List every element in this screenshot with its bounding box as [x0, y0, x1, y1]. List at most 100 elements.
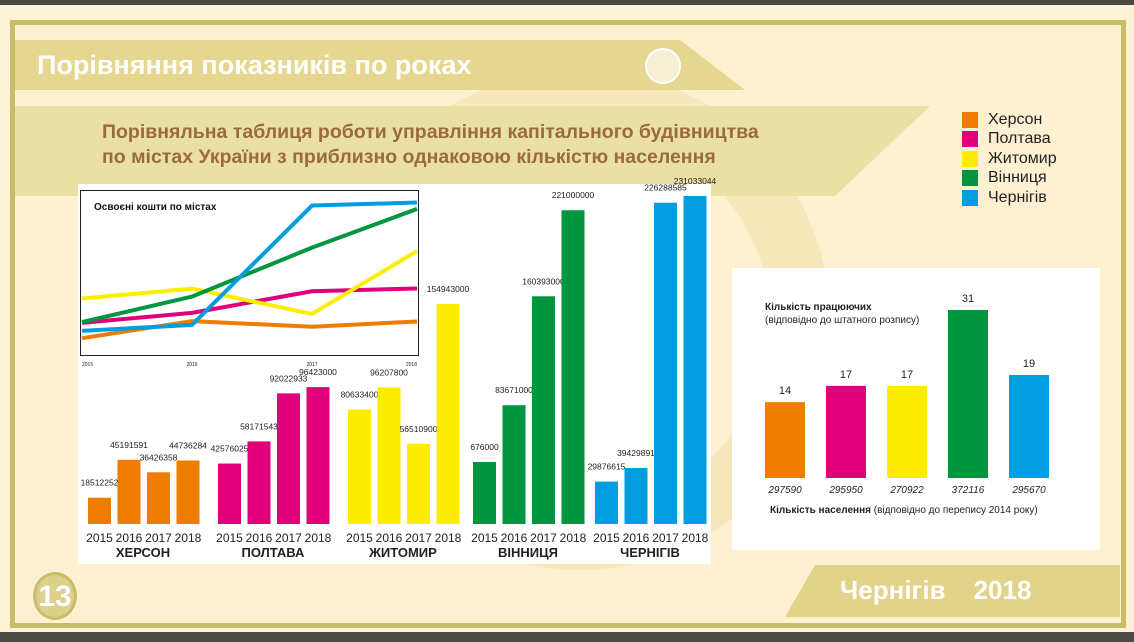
- bar: [348, 409, 371, 524]
- population-value: 372116: [952, 485, 985, 496]
- bar-year-label: 2015: [216, 531, 243, 545]
- bar: [436, 304, 460, 524]
- bar-value-label: 29876615: [588, 462, 626, 472]
- bar-year-label: 2018: [175, 531, 202, 545]
- legend-label: Вінниця: [988, 169, 1047, 187]
- bar-year-label: 2018: [305, 531, 332, 545]
- bar-year-label: 2016: [246, 531, 273, 545]
- legend: Херсон Полтава Житомир Вінниця Чернігів: [962, 110, 1057, 208]
- staff-bar: [948, 310, 988, 478]
- bar-value-label: 92022933: [270, 373, 308, 383]
- legend-swatch: [962, 111, 978, 128]
- bar-year-label: 2015: [86, 531, 113, 545]
- bar-year-label: 2017: [530, 531, 557, 545]
- bar-value-label: 96423000: [299, 367, 337, 377]
- bar-value-label: 18512252: [81, 478, 119, 488]
- footer-text: Чернігів 2018: [840, 575, 1031, 606]
- bar-year-label: 2018: [682, 531, 709, 545]
- staff-value: 14: [779, 385, 791, 397]
- line-series-Чернігів: [81, 200, 418, 333]
- city-label: ПОЛТАВА: [242, 545, 306, 560]
- population-caption: Кількість населення (відповідно до переп…: [770, 505, 1038, 516]
- footer-city: Чернігів: [840, 575, 946, 605]
- population-value: 295670: [1011, 485, 1046, 496]
- bar: [407, 443, 430, 524]
- bar-value-label: 58171543: [240, 421, 278, 431]
- bar-value-label: 96207800: [370, 367, 408, 377]
- bar-value-label: 39429891: [617, 448, 655, 458]
- bar: [532, 296, 555, 524]
- staff-value: 31: [962, 293, 974, 305]
- staff-value: 17: [840, 369, 852, 381]
- bar-year-label: 2018: [560, 531, 587, 545]
- top-bar: [0, 0, 1134, 5]
- bar-value-label: 80633400: [341, 390, 379, 400]
- subtitle: Порівняльна таблиця роботи управління ка…: [102, 120, 759, 170]
- line-x-tick: 2016: [186, 362, 197, 368]
- bar-value-label: 231033044: [674, 176, 717, 186]
- subtitle-line-2: по містах України з приблизно однаковою …: [102, 146, 716, 168]
- seal-icon: [645, 48, 681, 84]
- bar: [595, 481, 618, 524]
- population-value: 295950: [828, 485, 863, 496]
- legend-swatch: [962, 170, 978, 187]
- bar-year-label: 2015: [593, 531, 620, 545]
- bar: [176, 460, 200, 524]
- population-value: 270922: [889, 485, 924, 496]
- footer-year: 2018: [973, 575, 1032, 605]
- bar: [683, 196, 707, 524]
- city-label: ЧЕРНІГІВ: [620, 545, 680, 560]
- staff-value: 17: [901, 369, 913, 381]
- bar-year-label: 2015: [346, 531, 373, 545]
- bar-value-label: 676000: [470, 442, 499, 452]
- bar: [654, 202, 677, 524]
- bar-year-label: 2018: [435, 531, 462, 545]
- bar: [88, 497, 111, 524]
- bar: [147, 472, 170, 524]
- bar: [218, 463, 241, 524]
- bar-year-label: 2016: [376, 531, 403, 545]
- population-caption-bold: Кількість населення: [770, 505, 871, 516]
- bar-value-label: 83671000: [495, 385, 533, 395]
- bar-value-label: 42576025: [211, 444, 249, 454]
- footer-ribbon: [785, 565, 1120, 617]
- bar: [377, 387, 401, 524]
- bar: [561, 210, 585, 524]
- bar-year-label: 2017: [145, 531, 172, 545]
- bar-year-label: 2016: [116, 531, 143, 545]
- bar-value-label: 221000000: [552, 190, 595, 200]
- legend-item: Житомир: [962, 149, 1057, 169]
- line-x-tick: 2018: [406, 362, 417, 368]
- bar-value-label: 44736284: [169, 440, 207, 450]
- legend-label: Полтава: [988, 130, 1051, 148]
- staff-bar: [765, 402, 805, 478]
- staff-chart-title: Кількість працюючих: [765, 302, 872, 313]
- legend-label: Херсон: [988, 110, 1043, 128]
- legend-swatch: [962, 150, 978, 167]
- bar-value-label: 154943000: [427, 284, 470, 294]
- legend-item: Вінниця: [962, 169, 1057, 189]
- subtitle-ribbon: [15, 106, 930, 196]
- staff-bar: [887, 385, 927, 478]
- title-ribbon: [15, 40, 745, 90]
- bar: [502, 405, 526, 524]
- staff-bar: [826, 385, 866, 478]
- population-caption-rest: (відповідно до перепису 2014 року): [873, 505, 1038, 516]
- legend-swatch: [962, 189, 978, 206]
- legend-item: Херсон: [962, 110, 1057, 130]
- staff-bar: [1009, 375, 1049, 478]
- legend-label: Житомир: [988, 149, 1057, 167]
- bar-year-label: 2016: [501, 531, 528, 545]
- line-x-tick: 2017: [306, 362, 317, 368]
- bar-year-label: 2017: [275, 531, 302, 545]
- bar-year-label: 2015: [471, 531, 498, 545]
- bottom-bar: [0, 632, 1134, 642]
- bar-value-label: 160393000: [522, 276, 565, 286]
- line-series-Вінниця: [81, 207, 418, 325]
- page-number-badge: 13: [33, 572, 77, 620]
- staff-value: 19: [1023, 358, 1035, 370]
- city-label: ВІННИЦЯ: [498, 545, 558, 560]
- bar-year-label: 2017: [405, 531, 432, 545]
- line-chart-title: Освоєні кошти по містах: [94, 202, 217, 213]
